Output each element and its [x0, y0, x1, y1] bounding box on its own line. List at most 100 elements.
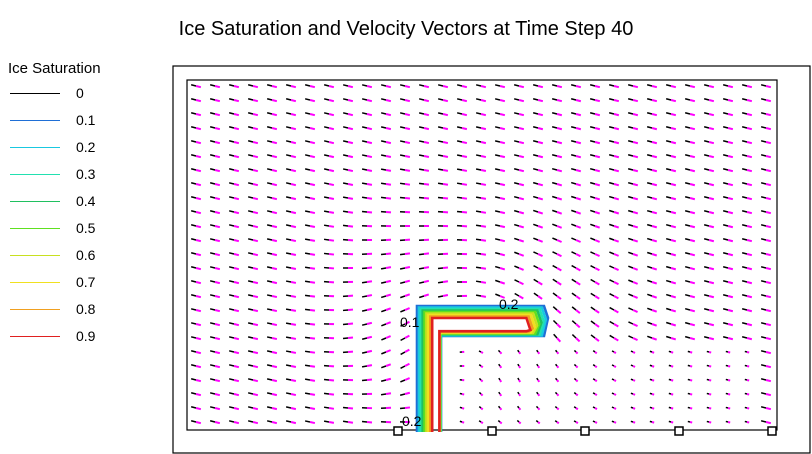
vector-head	[252, 225, 259, 229]
vector-tail	[665, 279, 672, 283]
vector-tail	[573, 349, 577, 353]
vector-head	[385, 349, 392, 353]
vector-head	[537, 407, 541, 411]
vector-head	[385, 363, 392, 367]
vector-head	[271, 113, 278, 117]
vector-tail	[760, 308, 767, 311]
boundary-marker	[674, 426, 684, 436]
vector-tail	[209, 126, 216, 129]
vector-tail	[590, 278, 596, 283]
vector-tail	[323, 196, 330, 199]
vector-tail	[342, 196, 349, 199]
vector-tail	[517, 363, 520, 367]
vector-tail	[706, 350, 710, 353]
vector-tail	[399, 393, 406, 397]
vector-tail	[647, 251, 653, 255]
vector-tail	[665, 293, 672, 297]
vector-head	[632, 99, 639, 103]
vector-head	[271, 183, 278, 187]
vector-head	[632, 85, 639, 89]
vector-head	[689, 309, 696, 313]
vector-head	[594, 225, 601, 229]
vector-head	[670, 421, 674, 424]
vector-tail	[247, 168, 254, 171]
legend-swatch	[10, 309, 60, 310]
vector-tail	[573, 377, 577, 381]
vector-tail	[744, 364, 748, 367]
vector-tail	[627, 168, 634, 171]
vector-head	[727, 85, 734, 89]
vector-tail	[456, 140, 463, 143]
vector-head	[499, 113, 506, 117]
legend-label: 0.6	[76, 247, 96, 263]
vector-tail	[760, 378, 767, 381]
vector-head	[385, 266, 392, 269]
vector-tail	[725, 364, 729, 367]
vector-head	[670, 407, 674, 410]
vector-tail	[323, 420, 330, 423]
legend-swatch	[10, 120, 60, 121]
vector-head	[195, 281, 202, 285]
vector-tail	[684, 265, 691, 269]
vector-tail	[514, 237, 520, 241]
vector-tail	[418, 140, 425, 143]
vector-head	[613, 267, 619, 271]
vector-tail	[475, 112, 482, 115]
vector-tail	[514, 279, 520, 283]
vector-head	[290, 155, 297, 159]
vector-tail	[361, 98, 368, 101]
vector-head	[404, 183, 411, 186]
vector-head	[499, 267, 506, 271]
vector-head	[290, 323, 297, 326]
boundary-marker	[393, 426, 403, 436]
vector-tail	[646, 140, 653, 143]
vector-head	[632, 211, 639, 215]
vector-tail	[209, 238, 216, 241]
vector-tail	[570, 167, 577, 171]
vector-head	[252, 197, 259, 201]
vector-head	[499, 295, 506, 299]
vector-head	[594, 421, 598, 424]
vector-head	[689, 239, 696, 243]
vector-head	[651, 393, 655, 396]
vector-tail	[266, 350, 273, 353]
vector-tail	[361, 295, 368, 298]
vector-tail	[209, 196, 216, 199]
vector-tail	[687, 350, 691, 353]
vector-tail	[571, 209, 577, 213]
vector-tail	[552, 209, 558, 213]
vector-tail	[266, 322, 273, 325]
vector-head	[613, 337, 619, 342]
vector-head	[271, 127, 278, 131]
vector-head	[290, 169, 297, 173]
vector-tail	[627, 209, 634, 213]
vector-tail	[478, 364, 482, 367]
vector-tail	[459, 406, 463, 409]
vector-head	[385, 252, 392, 255]
vector-tail	[418, 182, 425, 185]
legend-label: 0.3	[76, 166, 96, 182]
vector-tail	[304, 266, 311, 269]
vector-head	[271, 309, 278, 313]
vector-head	[404, 334, 410, 339]
vector-head	[689, 211, 696, 215]
vector-head	[195, 309, 202, 313]
vector-head	[765, 253, 772, 257]
vector-tail	[190, 280, 197, 283]
vector-head	[290, 295, 297, 298]
vector-tail	[266, 364, 273, 367]
vector-head	[499, 99, 506, 103]
vector-head	[309, 281, 316, 284]
vector-tail	[285, 210, 292, 213]
vector-head	[518, 183, 525, 187]
vector-tail	[627, 98, 634, 101]
vector-head	[461, 85, 468, 89]
vector-tail	[285, 112, 292, 115]
vector-tail	[380, 84, 387, 87]
vector-tail	[513, 140, 520, 143]
vector-tail	[513, 112, 520, 115]
vector-head	[328, 393, 335, 396]
vector-tail	[703, 322, 710, 325]
vector-tail	[647, 293, 653, 297]
vector-tail	[247, 196, 254, 199]
